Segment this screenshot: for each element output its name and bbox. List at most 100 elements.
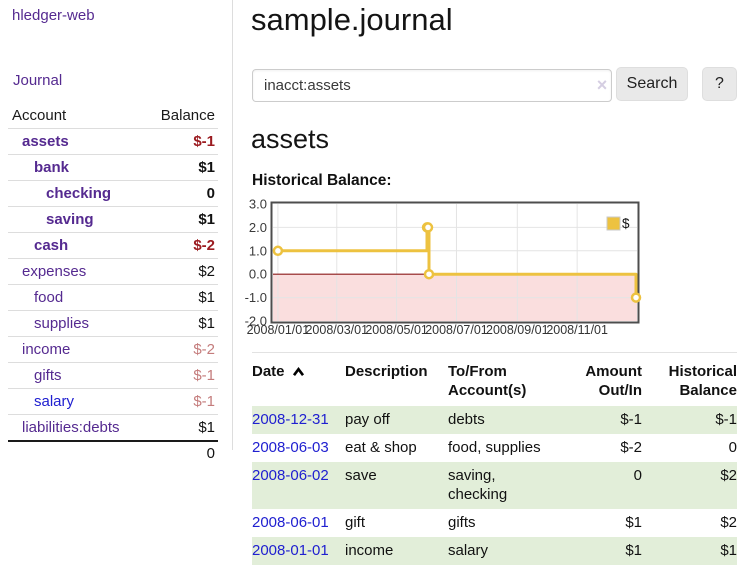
account-row: income $-2: [8, 336, 218, 362]
clear-search-icon[interactable]: ×: [596, 75, 608, 95]
transaction-description: pay off: [345, 411, 390, 428]
account-link-supplies[interactable]: supplies: [34, 315, 90, 332]
column-header-accounts: To/From Account(s): [448, 363, 527, 399]
account-balance: $1: [198, 289, 215, 306]
account-balance: $-2: [193, 341, 215, 358]
transactions-header-row: Date Description To/From Account(s) Amou…: [252, 356, 737, 406]
help-button[interactable]: ?: [702, 67, 737, 101]
account-column-header: Account: [12, 107, 67, 124]
transaction-date-link[interactable]: 2008-06-02: [252, 467, 329, 484]
search-button[interactable]: Search: [616, 67, 688, 101]
plot-border: [270, 201, 640, 324]
transaction-amount: 0: [633, 467, 642, 484]
transactions-body: 2008-12-31 pay off debts $-1 $-1 2008-06-03 ea…: [252, 406, 737, 565]
sidebar-item-journal[interactable]: Journal: [13, 72, 63, 89]
y-tick-label: 2.0: [249, 220, 267, 235]
account-link-food[interactable]: food: [34, 289, 64, 306]
y-tick-label: 3.0: [249, 198, 267, 212]
date-header-label: Date: [252, 363, 285, 380]
y-tick-label: 1.0: [249, 243, 267, 258]
account-link-saving[interactable]: saving: [46, 211, 94, 228]
account-balance: $2: [198, 263, 215, 280]
account-heading: assets: [251, 124, 330, 154]
data-point-marker: [422, 222, 434, 233]
account-tree-total-row: 0: [8, 440, 218, 464]
historical-balance-chart: $3.0 2.0 1.0 0.0 -1.0 -2.02008/01/012008/03/0…: [245, 198, 642, 337]
transaction-description: gift: [345, 514, 366, 531]
search-input[interactable]: [252, 69, 612, 102]
account-balance: $1: [198, 315, 215, 332]
transaction-balance: 0: [728, 439, 737, 456]
x-tick-label: 2008/01/01: [247, 323, 310, 337]
transaction-date-link[interactable]: 2008-06-01: [252, 514, 329, 531]
account-link-gifts[interactable]: gifts: [34, 367, 62, 384]
account-row: saving $1: [8, 206, 218, 232]
account-row: salary $-1: [8, 388, 218, 414]
account-link-bank[interactable]: bank: [34, 159, 70, 176]
transaction-balance: $-1: [715, 411, 737, 428]
transaction-balance: $2: [720, 467, 737, 484]
transaction-row: 2008-06-01 gift gifts $1 $2: [252, 509, 737, 537]
transaction-accounts: gifts: [448, 514, 476, 531]
account-row: food $1: [8, 284, 218, 310]
account-balance: 0: [206, 185, 215, 202]
account-row: supplies $1: [8, 310, 218, 336]
account-tree: Account Balance assets $-1 bank $1 checking 0…: [8, 103, 218, 464]
transaction-description: income: [345, 542, 394, 559]
account-balance: $-1: [193, 393, 215, 410]
y-tick-label: -1.0: [245, 290, 267, 305]
account-row: bank $1: [8, 154, 218, 180]
data-point-marker: [272, 245, 284, 257]
x-tick-label: 2008/09/01: [486, 323, 549, 337]
transaction-amount: $1: [625, 542, 642, 559]
account-tree-header: Account Balance: [8, 103, 218, 128]
account-link-assets[interactable]: assets: [22, 133, 69, 150]
balance-column-header: Balance: [160, 107, 215, 124]
account-link-income[interactable]: income: [22, 341, 71, 358]
data-point-marker: [423, 268, 435, 280]
account-link-checking[interactable]: checking: [46, 185, 112, 202]
app-brand-link[interactable]: hledger-web: [12, 7, 95, 24]
transaction-row: 2008-06-03 eat & shop food, supplies $-2 0: [252, 434, 737, 462]
transaction-date-link[interactable]: 2008-06-03: [252, 439, 329, 456]
y-tick-label: -2.0: [245, 314, 267, 329]
sidebar: hledger-web Journal Account Balance asse…: [0, 0, 233, 462]
x-tick-label: 2008/07/01: [425, 323, 488, 337]
transaction-accounts: saving, checking: [448, 467, 508, 503]
transaction-date-link[interactable]: 2008-01-01: [252, 542, 329, 559]
total-balance: 0: [206, 444, 215, 462]
account-link-liabilities-debts[interactable]: liabilities:debts: [22, 419, 120, 436]
transaction-date-link[interactable]: 2008-12-31: [252, 411, 329, 428]
transaction-balance: $1: [720, 542, 737, 559]
transaction-amount: $1: [625, 514, 642, 531]
data-point-marker: [630, 292, 642, 303]
transaction-description: save: [345, 467, 377, 484]
transaction-row: 2008-06-02 save saving, checking 0 $2: [252, 462, 737, 509]
column-header-historical-balance: Historical Balance: [668, 363, 737, 399]
account-balance: $1: [198, 419, 215, 436]
legend-swatch: [606, 216, 621, 231]
account-row: liabilities:debts $1: [8, 414, 218, 440]
account-row: expenses $2: [8, 258, 218, 284]
transaction-balance: $2: [720, 514, 737, 531]
transaction-amount: $-1: [620, 411, 642, 428]
account-link-salary[interactable]: salary: [34, 393, 75, 410]
x-tick-label: 2008/11/01: [546, 323, 608, 337]
transaction-row: 2008-01-01 income salary $1 $1: [252, 537, 737, 565]
column-header-description: Description: [345, 363, 428, 380]
sort-ascending-icon: [292, 367, 304, 376]
account-balance: $-1: [193, 133, 215, 150]
transactions-table: Date Description To/From Account(s) Amou…: [252, 356, 737, 565]
account-link-cash[interactable]: cash: [34, 237, 69, 254]
x-tick-label: 2008/05/01: [365, 323, 428, 337]
y-tick-label: 0.0: [249, 267, 267, 282]
transaction-description: eat & shop: [345, 439, 417, 456]
account-row: checking 0: [8, 180, 218, 206]
transaction-accounts: salary: [448, 542, 489, 559]
account-row: cash $-2: [8, 232, 218, 258]
transactions-section: Date Description To/From Account(s) Amou…: [252, 352, 737, 565]
column-header-date[interactable]: Date: [252, 356, 345, 406]
transaction-accounts: food, supplies: [448, 439, 541, 456]
account-link-expenses[interactable]: expenses: [22, 263, 87, 280]
